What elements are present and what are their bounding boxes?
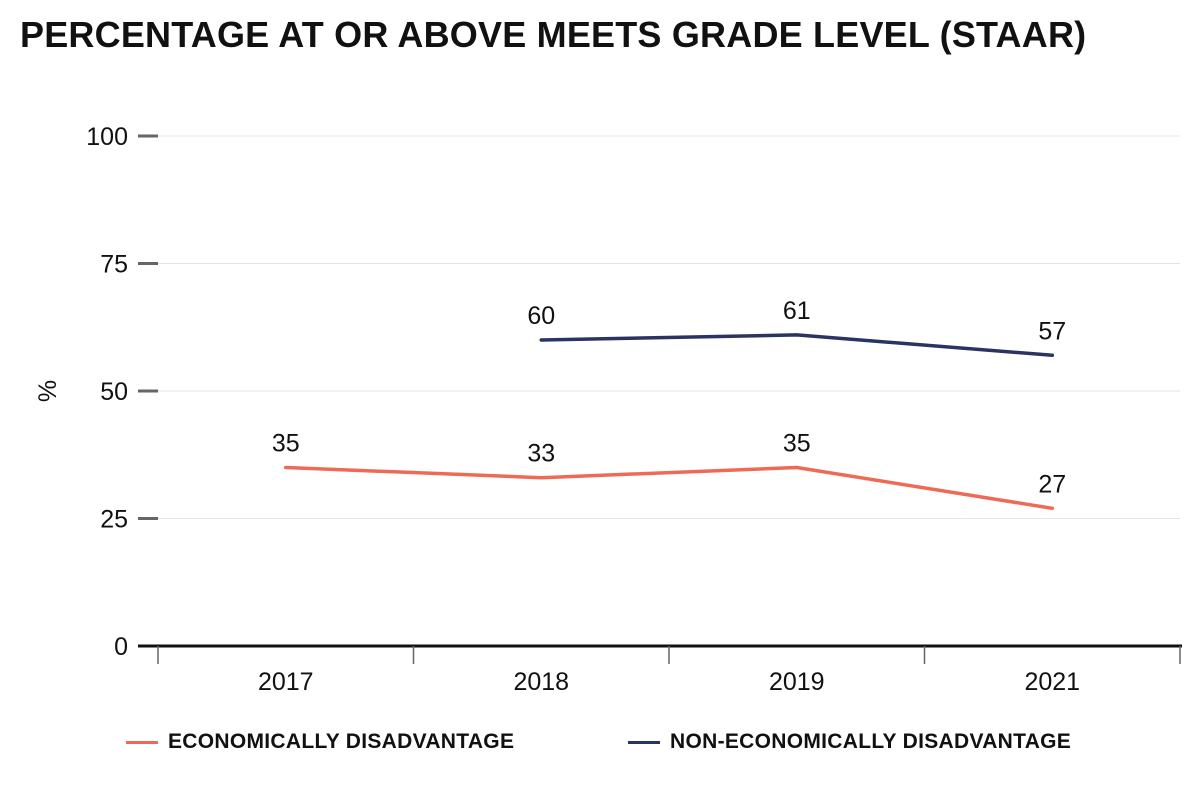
legend-swatch-non-economically-disadvantage: [628, 740, 660, 744]
legend-item-economically-disadvantage: ECONOMICALLY DISADVANTAGE: [126, 730, 514, 754]
legend-item-non-economically-disadvantage: NON-ECONOMICALLY DISADVANTAGE: [628, 730, 1071, 754]
legend-swatch-economically-disadvantage: [126, 740, 158, 744]
data-labels: 35 33 35 27 60 61 57: [272, 297, 1066, 498]
x-tick-label-2017: 2017: [258, 668, 314, 696]
data-label-economically-disadvantage-2019: 35: [783, 430, 811, 458]
x-tick-label-2021: 2021: [1024, 668, 1080, 696]
data-point-non-economically-disadvantage-2019: [795, 333, 799, 337]
y-tick-label-25: 25: [100, 506, 128, 534]
data-label-non-economically-disadvantage-2018: 60: [527, 302, 555, 330]
y-axis-title: %: [34, 380, 62, 402]
y-tick-label-50: 50: [100, 378, 128, 406]
data-point-economically-disadvantage-2021: [1050, 506, 1054, 510]
y-tick-label-100: 100: [86, 123, 128, 151]
x-axis: 2017 2018 2019 2021: [138, 644, 1182, 696]
x-tick-label-2018: 2018: [513, 668, 569, 696]
legend-label-non-economically-disadvantage: NON-ECONOMICALLY DISADVANTAGE: [670, 730, 1072, 753]
series-lines: [284, 333, 1054, 511]
y-tick-label-0: 0: [114, 633, 128, 661]
data-point-non-economically-disadvantage-2018: [539, 338, 543, 342]
chart-title: PERCENTAGE AT OR ABOVE MEETS GRADE LEVEL…: [20, 14, 1087, 55]
data-point-economically-disadvantage-2018: [539, 476, 543, 480]
legend: ECONOMICALLY DISADVANTAGE NON-ECONOMICAL…: [0, 730, 1200, 766]
data-label-economically-disadvantage-2018: 33: [527, 440, 555, 468]
series-line-economically-disadvantage: [284, 465, 1054, 511]
data-point-economically-disadvantage-2017: [284, 466, 288, 469]
series-line-non-economically-disadvantage: [539, 333, 1054, 358]
y-tick-label-75: 75: [100, 251, 128, 279]
data-point-economically-disadvantage-2019: [795, 466, 799, 469]
x-tick-label-2019: 2019: [769, 668, 825, 696]
y-axis: 0 25 50 75 100%: [34, 123, 158, 661]
data-label-non-economically-disadvantage-2021: 57: [1038, 317, 1066, 345]
data-point-non-economically-disadvantage-2021: [1050, 353, 1054, 357]
data-label-non-economically-disadvantage-2019: 61: [783, 297, 811, 325]
data-label-economically-disadvantage-2021: 27: [1038, 470, 1066, 498]
data-label-economically-disadvantage-2017: 35: [272, 430, 300, 458]
gridlines: [158, 135, 1180, 519]
legend-label-economically-disadvantage: ECONOMICALLY DISADVANTAGE: [168, 730, 515, 753]
